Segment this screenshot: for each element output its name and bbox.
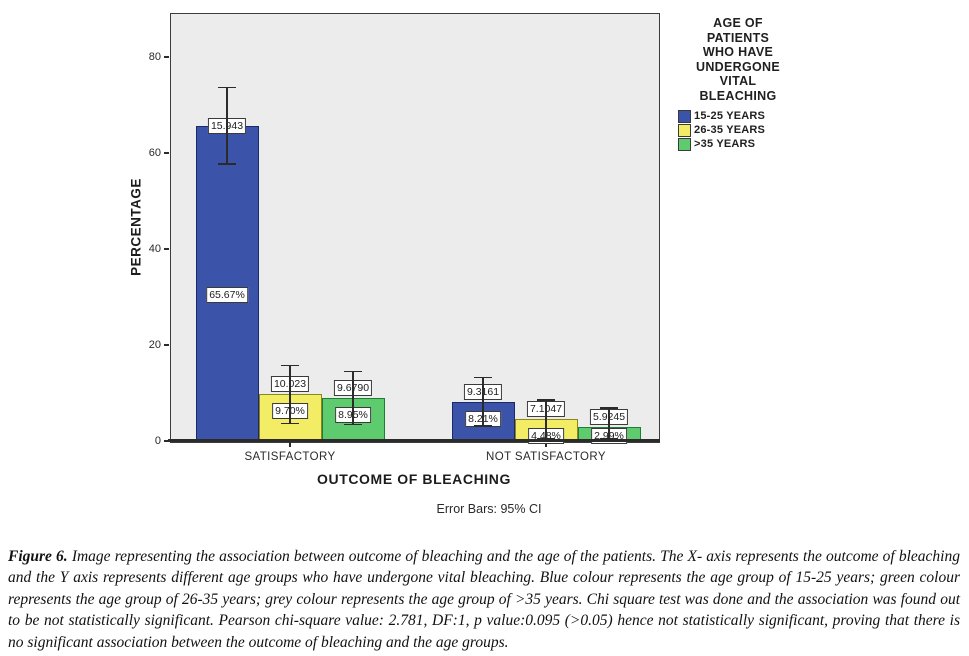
error-bar-cap-top	[474, 376, 492, 379]
y-tick-label: 80	[148, 51, 161, 63]
x-axis-line	[168, 439, 660, 442]
error-bar-cap-top	[344, 370, 362, 373]
error-bar-line	[545, 399, 547, 440]
error-bar-cap-top	[281, 364, 299, 367]
error-bar-cap-top	[218, 86, 236, 89]
error-bar-cap-bottom	[474, 425, 492, 427]
legend-item-15-25-years: 15-25 YEARS	[678, 109, 798, 123]
error-bar-line	[352, 370, 354, 426]
legend-swatch-26-35-years	[678, 123, 691, 137]
bar-15-25-years-satisfactory	[195, 125, 259, 441]
y-axis-title: PERCENTAGE	[128, 178, 144, 276]
error-bar-cap-top	[537, 399, 555, 401]
figure-caption: Figure 6. Image representing the associa…	[8, 546, 960, 653]
legend-item-26-35-years: 26-35 YEARS	[678, 123, 798, 137]
error-bar-cap-bottom	[537, 437, 555, 440]
legend-title: AGE OF PATIENTS WHO HAVE UNDERGONE VITAL…	[696, 16, 780, 103]
x-category-label: SATISFACTORY	[244, 451, 336, 463]
error-bar-line	[482, 376, 484, 427]
error-bars-footnote: Error Bars: 95% CI	[436, 502, 542, 516]
legend-swatch-15-25-years	[678, 109, 691, 123]
error-bar-cap-bottom	[281, 422, 299, 425]
legend-item-35-years: >35 YEARS	[678, 137, 798, 151]
legend-item-label: 26-35 YEARS	[694, 124, 766, 136]
bar-value-label: 65.67%	[206, 287, 248, 304]
y-tick-label: 40	[148, 243, 161, 255]
y-tick-label: 20	[148, 339, 161, 351]
y-tick-label: 60	[148, 147, 161, 159]
error-bar-cap-bottom	[600, 438, 618, 440]
error-bar-cap-bottom	[344, 423, 362, 426]
y-tick-label: 0	[154, 435, 161, 447]
legend-items: 15-25 YEARS 26-35 YEARS >35 YEARS	[678, 109, 798, 151]
x-tick-mark	[545, 442, 547, 447]
y-tick-mark	[164, 56, 169, 58]
x-tick-mark	[289, 442, 291, 447]
y-tick-mark	[164, 440, 169, 442]
y-tick-mark	[164, 248, 169, 250]
x-category-label: NOT SATISFACTORY	[486, 451, 606, 463]
error-bar-line	[608, 407, 610, 440]
error-bar-cap-bottom	[218, 163, 236, 165]
figure-caption-label: Figure 6.	[8, 548, 68, 565]
legend-item-label: >35 YEARS	[694, 138, 756, 150]
legend-swatch-35-years	[678, 137, 691, 151]
error-bar-line	[226, 86, 228, 165]
error-bar-line	[289, 364, 291, 425]
error-bar-cap-top	[600, 407, 618, 409]
figure-caption-text: Image representing the association betwe…	[8, 548, 960, 651]
legend: AGE OF PATIENTS WHO HAVE UNDERGONE VITAL…	[678, 16, 798, 151]
y-tick-mark	[164, 344, 169, 346]
legend-item-label: 15-25 YEARS	[694, 110, 766, 122]
y-tick-mark	[164, 152, 169, 154]
x-axis-title: OUTCOME OF BLEACHING	[317, 471, 511, 487]
